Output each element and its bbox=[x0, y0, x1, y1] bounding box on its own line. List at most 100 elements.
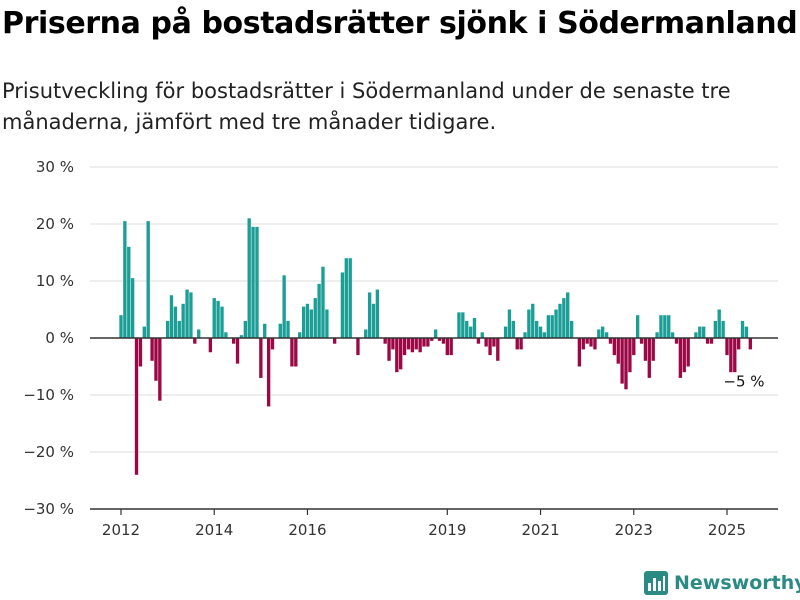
bar bbox=[119, 315, 123, 338]
chart-subtitle: Prisutveckling för bostadsrätter i Söder… bbox=[2, 79, 731, 134]
bar bbox=[531, 303, 535, 338]
bar bbox=[395, 338, 399, 373]
bar bbox=[177, 320, 181, 338]
bar bbox=[496, 338, 500, 361]
bar bbox=[185, 289, 189, 338]
bar bbox=[597, 329, 601, 338]
bar bbox=[558, 303, 562, 338]
bar bbox=[146, 221, 150, 338]
bar bbox=[154, 338, 158, 381]
bar bbox=[593, 338, 597, 350]
bar bbox=[635, 315, 640, 338]
bar bbox=[235, 338, 240, 364]
bar bbox=[220, 306, 224, 338]
bar bbox=[682, 338, 686, 373]
bar bbox=[286, 320, 290, 338]
bar bbox=[418, 338, 422, 353]
bar bbox=[612, 338, 616, 356]
y-tick-label: 10 % bbox=[36, 272, 74, 290]
bar bbox=[554, 309, 558, 338]
bar bbox=[251, 226, 255, 338]
x-tick-label: 2019 bbox=[428, 521, 466, 539]
bar-chart-logo-icon bbox=[644, 571, 668, 595]
bar bbox=[744, 326, 749, 338]
bar bbox=[643, 338, 648, 361]
bar bbox=[138, 338, 143, 367]
bar bbox=[158, 338, 162, 401]
bar bbox=[123, 221, 127, 338]
bar bbox=[263, 323, 267, 338]
bar bbox=[278, 323, 282, 338]
bar bbox=[294, 338, 298, 367]
bar bbox=[130, 278, 135, 338]
bar bbox=[601, 326, 605, 338]
bar bbox=[480, 332, 484, 338]
bar bbox=[212, 298, 216, 338]
bar bbox=[639, 338, 644, 344]
bar bbox=[430, 338, 434, 341]
bar bbox=[340, 272, 345, 338]
bar bbox=[348, 258, 352, 338]
bar bbox=[142, 326, 146, 338]
bar bbox=[468, 326, 473, 338]
bar bbox=[290, 338, 294, 367]
bar bbox=[224, 332, 228, 338]
bars bbox=[119, 218, 752, 475]
bar bbox=[740, 320, 745, 338]
newsworthy-brand: Newsworthy bbox=[644, 568, 800, 598]
bar bbox=[503, 326, 508, 338]
bar bbox=[729, 338, 733, 373]
x-tick-label: 2025 bbox=[708, 521, 746, 539]
bar bbox=[709, 338, 714, 344]
bar bbox=[705, 338, 710, 344]
bar bbox=[511, 320, 516, 338]
bar bbox=[604, 332, 609, 338]
y-tick-label: 0 % bbox=[45, 329, 74, 347]
bar bbox=[725, 338, 729, 356]
bar bbox=[620, 338, 624, 384]
bar bbox=[472, 318, 477, 338]
bar bbox=[208, 338, 213, 353]
bar bbox=[659, 315, 663, 338]
bar bbox=[259, 338, 263, 378]
bar bbox=[461, 312, 465, 338]
bar bbox=[181, 303, 185, 338]
bar bbox=[414, 338, 418, 350]
bar bbox=[616, 338, 620, 364]
bar bbox=[266, 338, 271, 407]
bar bbox=[647, 338, 651, 378]
x-tick-label: 2016 bbox=[288, 521, 326, 539]
bar bbox=[406, 338, 411, 350]
y-tick-label: 20 % bbox=[36, 215, 74, 233]
bar bbox=[134, 338, 139, 475]
bar bbox=[317, 283, 321, 338]
bar bbox=[523, 332, 527, 338]
chart-title: Priserna på bostadsrätter sjönk i Söderm… bbox=[2, 6, 798, 41]
bar bbox=[282, 275, 286, 338]
bar bbox=[550, 315, 554, 338]
bar bbox=[441, 338, 446, 344]
bar bbox=[585, 338, 589, 344]
bar bbox=[670, 332, 675, 338]
bar bbox=[127, 246, 131, 338]
bar bbox=[325, 309, 329, 338]
bar bbox=[527, 309, 531, 338]
bar bbox=[702, 326, 706, 338]
y-tick-label: −30 % bbox=[23, 500, 74, 518]
bar bbox=[364, 329, 368, 338]
bar bbox=[717, 309, 721, 338]
bar bbox=[383, 338, 387, 344]
bar bbox=[488, 338, 492, 356]
bar bbox=[678, 338, 683, 378]
bar bbox=[247, 218, 251, 338]
bar bbox=[686, 338, 690, 367]
y-tick-label: −20 % bbox=[23, 443, 74, 461]
bar bbox=[608, 338, 613, 344]
bar bbox=[651, 338, 655, 361]
y-tick-label: 30 % bbox=[36, 158, 74, 176]
bar bbox=[150, 338, 154, 361]
bar bbox=[465, 320, 469, 338]
bar bbox=[270, 338, 275, 350]
bar bbox=[457, 312, 461, 338]
x-tick-label: 2023 bbox=[615, 521, 653, 539]
